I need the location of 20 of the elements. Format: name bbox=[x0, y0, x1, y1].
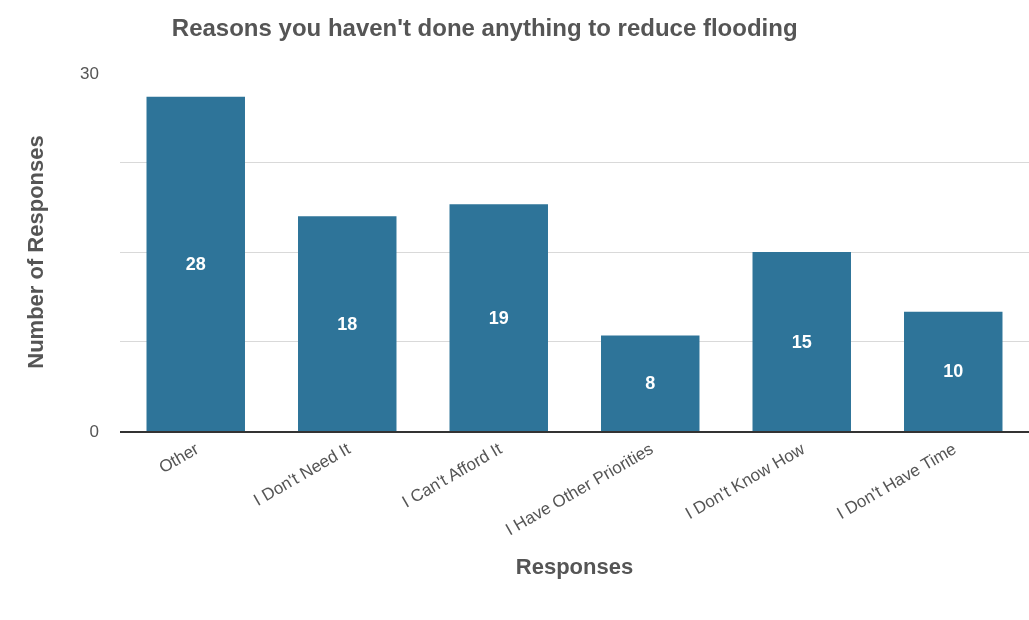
data-label: 19 bbox=[488, 307, 509, 328]
y-tick-label: 0 bbox=[89, 421, 99, 441]
data-label: 10 bbox=[943, 361, 964, 382]
chart-title: Reasons you haven't done anything to reduce flooding bbox=[171, 14, 798, 42]
data-label: 15 bbox=[791, 331, 812, 352]
data-label: 28 bbox=[185, 253, 206, 274]
y-tick-label: 30 bbox=[80, 63, 99, 83]
data-label: 18 bbox=[337, 313, 358, 334]
bar bbox=[752, 252, 851, 431]
bar bbox=[449, 204, 548, 431]
data-label: 8 bbox=[645, 373, 656, 394]
bar bbox=[904, 311, 1003, 431]
x-tick-label: Other bbox=[155, 439, 203, 477]
bar bbox=[298, 216, 397, 431]
x-axis-title: Responses bbox=[515, 553, 634, 579]
y-axis-title: Number of Responses bbox=[22, 135, 48, 369]
x-tick-label: I Don't Know How bbox=[681, 438, 809, 524]
bar bbox=[146, 96, 245, 431]
bar bbox=[601, 335, 700, 431]
x-tick-label: I Don't Have Time bbox=[833, 439, 960, 524]
